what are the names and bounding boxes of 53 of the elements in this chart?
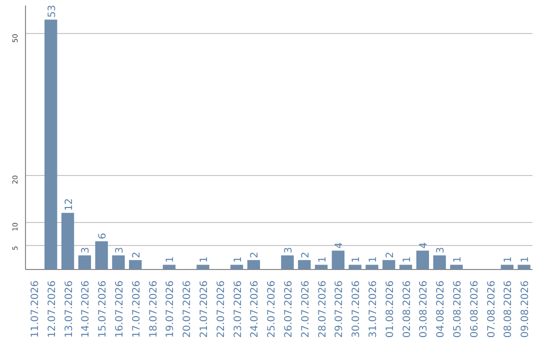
x-tick-label: 04.08.2026 <box>436 280 447 338</box>
x-tick-label: 16.07.2026 <box>114 280 126 338</box>
data-label: 3 <box>436 246 447 254</box>
x-tick-label: 17.07.2026 <box>131 280 142 338</box>
data-label: 1 <box>452 256 464 263</box>
data-label: 2 <box>250 252 261 258</box>
data-label: 6 <box>98 232 109 240</box>
x-tick-label: 12.07.2026 <box>46 280 58 338</box>
x-tick-label: 05.08.2026 <box>452 280 464 338</box>
data-label: 53 <box>46 4 58 18</box>
data-label: 1 <box>317 256 328 263</box>
data-label: 1 <box>232 256 244 263</box>
x-tick-label: 25.07.2026 <box>266 280 278 338</box>
data-label: 1 <box>503 256 514 263</box>
x-tick-label: 02.08.2026 <box>402 280 413 338</box>
x-tick-label: 27.07.2026 <box>300 280 312 338</box>
x-tick-label: 20.07.2026 <box>182 280 194 338</box>
x-tick-label: 23.07.2026 <box>232 280 244 338</box>
x-tick-label: 29.07.2026 <box>334 280 346 338</box>
x-tick-label: 28.07.2026 <box>317 280 328 338</box>
x-tick-label: 24.07.2026 <box>250 280 261 338</box>
data-label: 2 <box>384 252 396 258</box>
x-tick-label: 22.07.2026 <box>216 280 227 338</box>
data-label: 1 <box>351 256 362 263</box>
x-tick-label: 15.07.2026 <box>98 280 109 338</box>
data-label: 2 <box>300 252 312 258</box>
data-label: 4 <box>418 242 430 249</box>
x-tick-label: 31.07.2026 <box>368 280 379 338</box>
x-tick-label: 09.08.2026 <box>520 280 532 338</box>
data-label: 1 <box>520 256 532 263</box>
data-label: 1 <box>368 256 379 263</box>
data-label: 1 <box>165 256 176 263</box>
data-label: 2 <box>131 252 142 258</box>
x-tick-label: 03.08.2026 <box>418 280 430 338</box>
x-tick-label: 18.07.2026 <box>148 280 160 338</box>
x-tick-label: 11.07.2026 <box>30 280 41 338</box>
x-tick-label: 08.08.2026 <box>503 280 514 338</box>
x-tick-label: 06.08.2026 <box>469 280 480 338</box>
data-label: 12 <box>64 198 75 211</box>
data-label: 1 <box>402 256 413 263</box>
x-tick-label: 14.07.2026 <box>80 280 92 338</box>
data-label: 3 <box>114 246 126 254</box>
x-tick-label: 19.07.2026 <box>165 280 176 338</box>
x-tick-label: 26.07.2026 <box>283 280 294 338</box>
data-label: 3 <box>80 246 92 254</box>
data-label: 3 <box>283 246 294 254</box>
x-tick-label: 01.08.2026 <box>384 280 396 338</box>
data-label: 4 <box>334 242 346 249</box>
x-tick-label: 30.07.2026 <box>351 280 362 338</box>
x-tick-label: 21.07.2026 <box>198 280 210 338</box>
x-tick-label: 07.08.2026 <box>486 280 498 338</box>
data-label: 1 <box>198 256 210 263</box>
x-tick-label: 13.07.2026 <box>64 280 75 338</box>
